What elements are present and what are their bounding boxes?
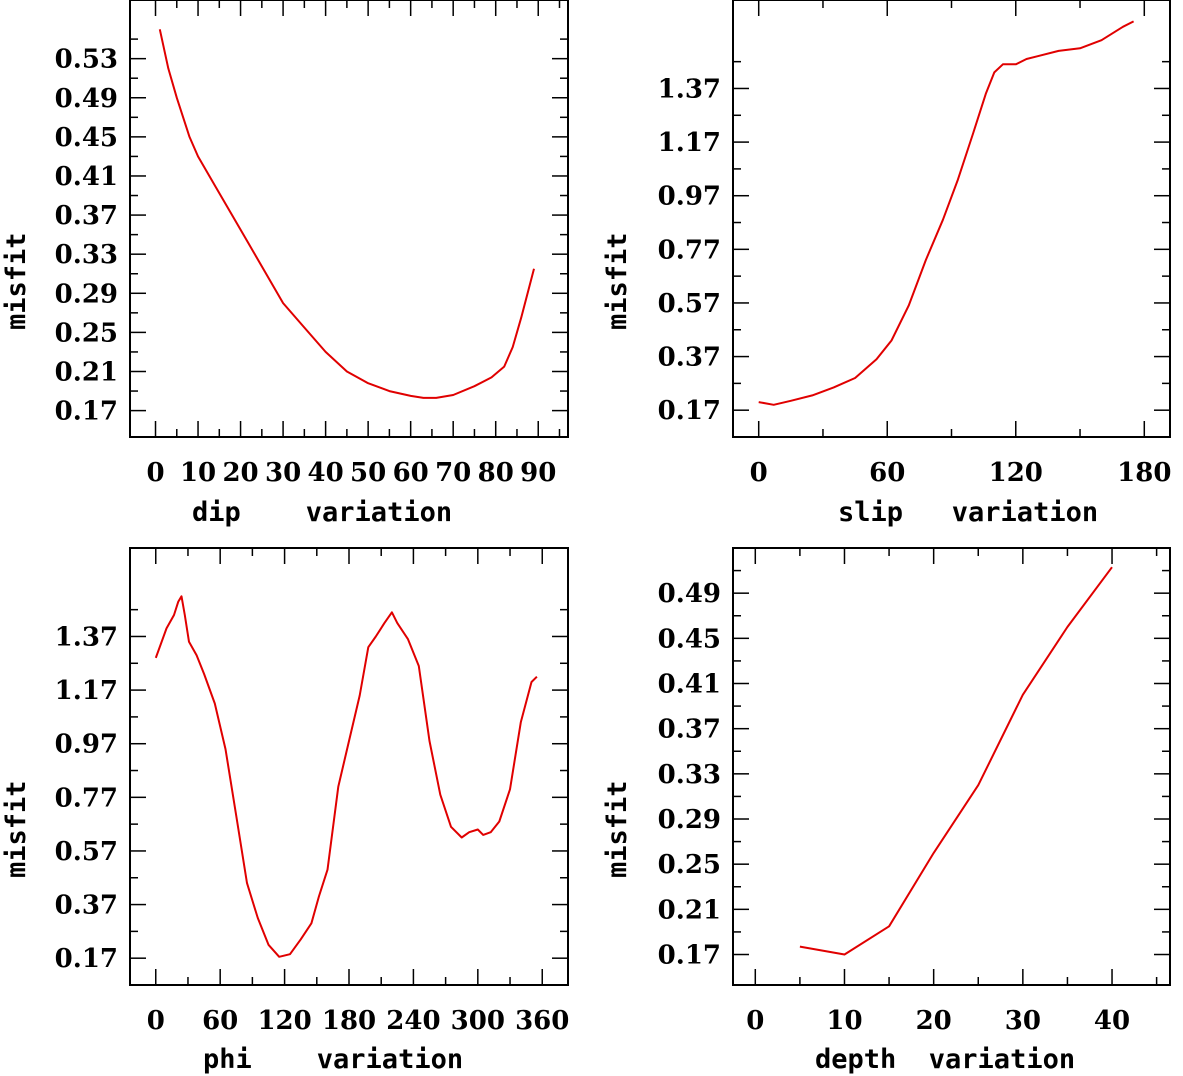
depth-ylabel: misfit [602, 780, 633, 878]
depth-series-line [799, 566, 1113, 956]
phi-ytick-label: 0.57 [55, 837, 118, 867]
dip-xtick-label: 50 [350, 458, 386, 488]
slip-xtick-label: 60 [869, 458, 905, 488]
phi-ytick-label: 0.77 [55, 783, 118, 813]
slip-xtick-label: 120 [989, 458, 1043, 488]
slip-plot-frame [732, 0, 1171, 438]
depth-ytick-label: 0.25 [658, 850, 721, 880]
dip-xtick-label: 40 [308, 458, 344, 488]
dip-panel: 0.17 0.21 0.25 0.29 0.33 0.37 0.41 0.45 0.49 0.53… [1, 0, 569, 528]
slip-ticks [733, 0, 1170, 437]
phi-xtick-label: 240 [386, 1006, 440, 1036]
depth-ytick-label: 0.33 [658, 760, 721, 790]
dip-series-line [158, 29, 535, 399]
phi-series-line [154, 595, 538, 958]
phi-xtick-label: 180 [322, 1006, 376, 1036]
dip-ytick-label: 0.53 [55, 45, 118, 75]
phi-xlabel: phi variation [203, 1044, 463, 1075]
depth-ytick-label: 0.29 [658, 805, 721, 835]
dip-ylabel: misfit [1, 232, 32, 330]
phi-ytick-label: 1.17 [55, 676, 118, 706]
dip-xtick-label: 90 [520, 458, 556, 488]
dip-ytick-label: 0.45 [55, 123, 118, 153]
phi-panel: 0.17 0.37 0.57 0.77 0.97 1.17 1.37 0 60 120 180 24… [1, 547, 570, 1075]
dip-xtick-label: 70 [435, 458, 471, 488]
dip-xtick-label: 0 [146, 458, 164, 488]
depth-ytick-label: 0.45 [658, 624, 721, 654]
depth-xtick-label: 20 [916, 1006, 952, 1036]
slip-ytick-label: 1.17 [658, 128, 721, 158]
slip-panel: 0.17 0.37 0.57 0.77 0.97 1.17 1.37 0 60 120 180 m… [602, 0, 1171, 528]
phi-plot-frame [129, 547, 569, 986]
phi-xtick-label: 60 [202, 1006, 238, 1036]
depth-ytick-label: 0.17 [658, 941, 721, 971]
dip-xtick-label: 30 [265, 458, 301, 488]
depth-xtick-label: 0 [746, 1006, 764, 1036]
phi-ylabel: misfit [1, 780, 32, 878]
dip-ytick-label: 0.17 [55, 397, 118, 427]
depth-panel: 0.17 0.21 0.25 0.29 0.33 0.37 0.41 0.45 0.49 0 10… [602, 547, 1171, 1075]
phi-ytick-label: 0.17 [55, 944, 118, 974]
dip-xtick-labels: 0 10 20 30 40 50 60 70 80 90 [146, 458, 556, 488]
phi-ytick-label: 1.37 [55, 622, 118, 652]
phi-xtick-label: 120 [257, 1006, 311, 1036]
slip-ytick-label: 0.97 [658, 182, 721, 212]
depth-plot-frame [732, 547, 1171, 986]
slip-ytick-labels: 0.17 0.37 0.57 0.77 0.97 1.17 1.37 [658, 74, 721, 426]
slip-ytick-label: 0.37 [658, 343, 721, 373]
depth-ytick-label: 0.21 [658, 895, 721, 925]
slip-ytick-label: 0.17 [658, 396, 721, 426]
dip-plot-frame [129, 0, 569, 438]
phi-xtick-labels: 0 60 120 180 240 300 360 [147, 1006, 570, 1036]
phi-xtick-label: 360 [515, 1006, 569, 1036]
slip-ytick-label: 0.77 [658, 235, 721, 265]
slip-xtick-label: 0 [750, 458, 768, 488]
slip-xtick-labels: 0 60 120 180 [750, 458, 1172, 488]
phi-ticks [130, 548, 568, 985]
depth-ytick-label: 0.49 [658, 579, 721, 609]
phi-xtick-label: 0 [147, 1006, 165, 1036]
depth-xtick-label: 40 [1094, 1006, 1130, 1036]
dip-ytick-label: 0.29 [55, 279, 118, 309]
dip-ytick-label: 0.33 [55, 240, 118, 270]
depth-ytick-label: 0.41 [658, 670, 721, 700]
dip-xlabel: dip variation [192, 497, 452, 528]
slip-series-line [758, 20, 1135, 406]
slip-ylabel: misfit [602, 232, 633, 330]
dip-ytick-label: 0.49 [55, 84, 118, 114]
depth-ytick-label: 0.37 [658, 715, 721, 745]
dip-xtick-label: 60 [393, 458, 429, 488]
phi-ytick-label: 0.37 [55, 891, 118, 921]
phi-ytick-label: 0.97 [55, 730, 118, 760]
slip-ytick-label: 0.57 [658, 289, 721, 319]
dip-ticks [130, 0, 568, 437]
depth-xtick-label: 10 [826, 1006, 862, 1036]
depth-xlabel: depth variation [815, 1044, 1075, 1075]
depth-xtick-label: 30 [1005, 1006, 1041, 1036]
slip-xtick-label: 180 [1117, 458, 1171, 488]
depth-ticks [733, 548, 1170, 985]
depth-ytick-labels: 0.17 0.21 0.25 0.29 0.33 0.37 0.41 0.45 0.49 [658, 579, 721, 970]
dip-xtick-label: 20 [222, 458, 258, 488]
depth-xtick-labels: 0 10 20 30 40 [746, 1006, 1130, 1036]
phi-xtick-label: 300 [451, 1006, 505, 1036]
dip-xtick-label: 10 [180, 458, 216, 488]
slip-ytick-label: 1.37 [658, 74, 721, 104]
phi-ytick-labels: 0.17 0.37 0.57 0.77 0.97 1.17 1.37 [55, 622, 118, 974]
dip-ytick-label: 0.25 [55, 318, 118, 348]
dip-ytick-labels: 0.17 0.21 0.25 0.29 0.33 0.37 0.41 0.45 0.49 0.53 [55, 45, 118, 427]
dip-ytick-label: 0.21 [55, 357, 118, 387]
dip-ytick-label: 0.37 [55, 201, 118, 231]
dip-ytick-label: 0.41 [55, 162, 118, 192]
dip-xtick-label: 80 [478, 458, 514, 488]
slip-xlabel: slip variation [838, 497, 1098, 528]
